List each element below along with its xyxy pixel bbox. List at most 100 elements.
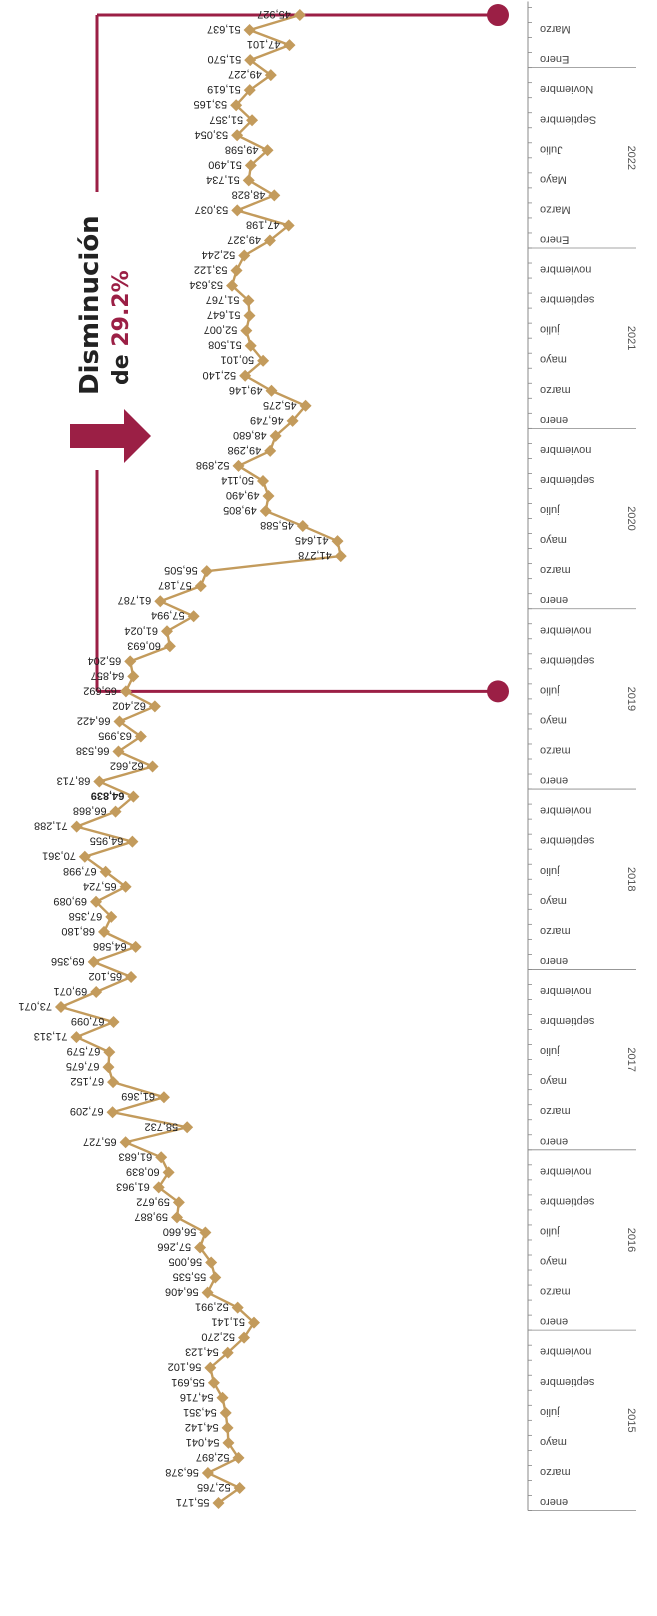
category-label: Marzo [540, 23, 571, 35]
data-label: 46,749 [250, 414, 284, 426]
data-point [230, 264, 243, 277]
category-label: julio [540, 684, 561, 696]
data-point [125, 970, 138, 983]
svg-text:de 29.2%: de 29.2% [109, 270, 134, 385]
category-label: mayo [540, 534, 567, 546]
data-point [99, 865, 112, 878]
data-point [119, 880, 132, 893]
data-label: 49,146 [229, 384, 263, 396]
data-point [107, 1016, 120, 1029]
data-point [259, 505, 272, 518]
category-label: enero [540, 1316, 568, 1328]
data-point [231, 204, 244, 217]
data-label: 53,037 [195, 203, 229, 215]
data-label: 51,141 [211, 1316, 245, 1328]
data-label: 41,645 [295, 534, 329, 546]
data-point [261, 144, 274, 157]
data-label: 67,998 [63, 865, 97, 877]
data-point [232, 1451, 245, 1464]
data-label: 63,995 [98, 729, 132, 741]
data-label: 64,586 [93, 940, 127, 952]
category-label: septiembre [540, 1376, 594, 1388]
data-point [230, 99, 243, 112]
data-label: 52,140 [203, 369, 237, 381]
data-point [282, 219, 295, 232]
data-point [90, 895, 103, 908]
data-point [204, 1361, 217, 1374]
category-label: septiembre [540, 294, 594, 306]
data-point [243, 84, 256, 97]
data-point [240, 324, 253, 337]
data-label: 49,327 [227, 233, 261, 245]
data-label: 54,041 [186, 1436, 220, 1448]
data-point [286, 414, 299, 427]
category-label: noviembre [540, 624, 591, 636]
year-label: 2020 [625, 506, 637, 530]
data-point [157, 1091, 170, 1104]
data-label: 51,734 [206, 173, 240, 185]
data-point [226, 279, 239, 292]
data-point [105, 910, 118, 923]
data-label: 51,619 [207, 83, 241, 95]
data-label: 69,089 [53, 895, 87, 907]
category-label: julio [540, 1225, 561, 1237]
data-point [299, 399, 312, 412]
category-label: noviembre [540, 805, 591, 817]
data-point [93, 775, 106, 788]
data-point [102, 1061, 115, 1074]
data-label: 54,123 [185, 1346, 219, 1358]
data-point [244, 54, 257, 67]
data-point [98, 925, 111, 938]
data-point [244, 339, 257, 352]
data-point [242, 174, 255, 187]
data-point [181, 1121, 194, 1134]
category-label: Enero [540, 53, 569, 65]
data-point [231, 1301, 244, 1314]
data-point [242, 294, 255, 307]
category-label: Marzo [540, 203, 571, 215]
data-label: 69,071 [54, 985, 88, 997]
category-label: mayo [540, 354, 567, 366]
data-point [148, 700, 161, 713]
category-label: Noviembre [540, 83, 593, 95]
data-label: 58,732 [145, 1120, 179, 1132]
data-point [264, 69, 277, 82]
category-label: Enero [540, 233, 569, 245]
data-label: 48,828 [232, 188, 266, 200]
data-label: 56,102 [168, 1361, 202, 1373]
year-label: 2022 [625, 146, 637, 170]
data-point [212, 1497, 225, 1509]
data-label: 65,724 [83, 880, 117, 892]
data-label: 51,767 [206, 294, 240, 306]
data-point [172, 1196, 185, 1209]
data-point [283, 39, 296, 52]
data-point [199, 1226, 212, 1239]
data-point [265, 384, 278, 397]
data-point [201, 1466, 214, 1479]
data-point [293, 9, 306, 22]
category-label: enero [540, 1135, 568, 1147]
data-point [264, 444, 277, 457]
data-point [126, 835, 139, 848]
data-label: 69,356 [51, 955, 85, 967]
data-label: 45,275 [263, 399, 297, 411]
series-line [59, 13, 342, 1504]
category-label: noviembre [540, 1165, 591, 1177]
data-point [113, 715, 126, 728]
category-label: julio [540, 1406, 561, 1418]
data-point [200, 565, 213, 578]
category-label: septiembre [540, 1015, 594, 1027]
category-label: enero [540, 775, 568, 787]
data-label: 55,171 [176, 1496, 210, 1508]
category-label: Mayo [540, 173, 567, 185]
data-point [238, 1331, 251, 1344]
data-label: 55,691 [171, 1376, 205, 1388]
data-point [163, 640, 176, 653]
category-label: marzo [540, 925, 571, 937]
data-label: 52,007 [204, 324, 238, 336]
data-label: 54,716 [180, 1391, 214, 1403]
data-label: 56,005 [168, 1256, 202, 1268]
data-point [205, 1256, 218, 1269]
data-point [146, 760, 159, 773]
year-label: 2021 [625, 326, 637, 350]
